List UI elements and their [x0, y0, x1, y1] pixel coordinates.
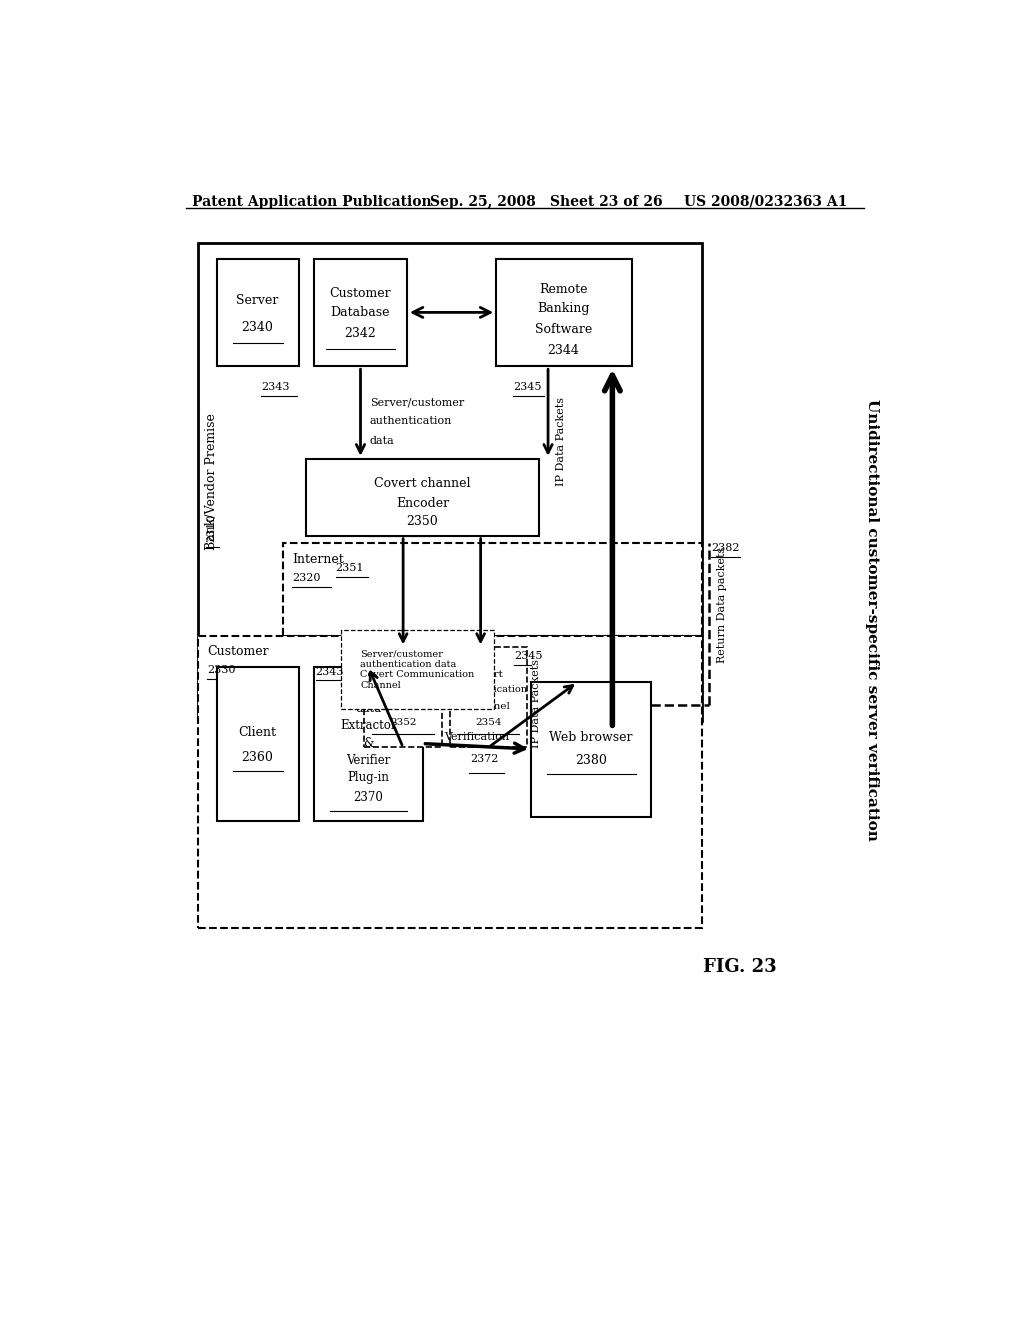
Text: 2350: 2350	[407, 515, 438, 528]
Text: 2344: 2344	[548, 345, 580, 358]
Text: data: data	[355, 702, 381, 714]
Text: US 2008/0232363 A1: US 2008/0232363 A1	[684, 194, 848, 209]
Bar	[217, 259, 299, 367]
Bar	[306, 459, 539, 536]
Text: IP Data Packets: IP Data Packets	[531, 659, 541, 748]
Text: Customer: Customer	[330, 286, 391, 300]
Text: Sep. 25, 2008: Sep. 25, 2008	[430, 194, 536, 209]
Text: Unidirectional customer-specific server verification: Unidirectional customer-specific server …	[865, 400, 879, 841]
Text: Communication: Communication	[450, 685, 527, 694]
Bar	[496, 259, 632, 367]
Text: Extractor: Extractor	[340, 718, 396, 731]
Text: 2372: 2372	[470, 754, 499, 764]
Text: 2352: 2352	[390, 718, 417, 726]
Text: 2380: 2380	[574, 754, 606, 767]
Text: 2354: 2354	[475, 718, 502, 726]
Text: Overt: Overt	[473, 669, 504, 678]
Bar	[365, 647, 442, 747]
Text: Verifier: Verifier	[346, 754, 390, 767]
Text: Sheet 23 of 26: Sheet 23 of 26	[550, 194, 663, 209]
Text: Web browser: Web browser	[549, 731, 633, 744]
Text: Plug-in: Plug-in	[347, 771, 389, 784]
Text: 2340: 2340	[242, 321, 273, 334]
Text: Internet: Internet	[292, 553, 344, 566]
Bar	[217, 667, 299, 821]
Text: Covert channel: Covert channel	[374, 477, 471, 490]
Text: FIG. 23: FIG. 23	[703, 958, 777, 975]
Text: Bank/Vendor Premise: Bank/Vendor Premise	[205, 413, 218, 550]
Text: Customer: Customer	[207, 645, 268, 659]
Text: 2343: 2343	[315, 667, 344, 677]
Text: 2382: 2382	[711, 544, 739, 553]
Text: Communication: Communication	[365, 685, 442, 694]
Text: &: &	[362, 737, 374, 750]
Text: Software: Software	[535, 323, 592, 335]
Text: 2370: 2370	[353, 791, 383, 804]
Bar	[531, 682, 651, 817]
Text: 2345: 2345	[514, 651, 543, 661]
Text: data: data	[370, 436, 394, 446]
Text: Verification: Verification	[444, 733, 509, 742]
Bar	[314, 259, 407, 367]
Bar	[314, 667, 423, 821]
Text: 2330: 2330	[207, 665, 236, 675]
Text: Channel: Channel	[381, 702, 425, 711]
Text: Covert: Covert	[385, 669, 421, 678]
Bar	[198, 636, 701, 928]
Text: Banking: Banking	[538, 302, 590, 315]
Text: 2360: 2360	[242, 751, 273, 764]
Text: Server: Server	[237, 294, 279, 308]
Text: Client: Client	[239, 726, 276, 739]
Text: 2342: 2342	[345, 327, 377, 341]
Text: authentication: authentication	[370, 416, 453, 426]
Bar	[283, 544, 701, 636]
Bar	[450, 647, 527, 747]
Bar	[198, 243, 701, 721]
Text: 2310: 2310	[207, 513, 217, 543]
Text: 2345: 2345	[513, 381, 542, 392]
Text: Server/customer
authentication data
Covert Communication
Channel: Server/customer authentication data Cove…	[360, 649, 475, 690]
Text: Remote: Remote	[540, 282, 588, 296]
Text: Database: Database	[331, 306, 390, 319]
Text: 2351: 2351	[336, 562, 365, 573]
Text: IP Data Packets: IP Data Packets	[556, 397, 566, 486]
Text: Return Data packets: Return Data packets	[717, 546, 727, 663]
Text: Server/customer: Server/customer	[370, 397, 464, 407]
Text: Channel: Channel	[467, 702, 510, 711]
Text: 2320: 2320	[292, 573, 321, 582]
Text: Patent Application Publication: Patent Application Publication	[191, 194, 431, 209]
Text: Hidden: Hidden	[346, 685, 390, 698]
Text: Encoder: Encoder	[396, 496, 450, 510]
Text: 2343: 2343	[261, 381, 290, 392]
